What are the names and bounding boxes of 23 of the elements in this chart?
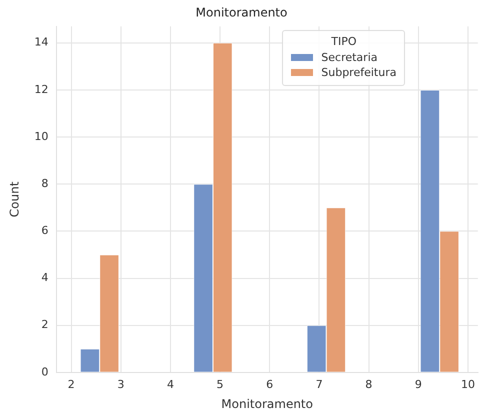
x-axis-title: Monitoramento — [221, 396, 313, 411]
y-tick-label: 4 — [41, 271, 48, 284]
legend-label: Secretaria — [321, 51, 378, 64]
legend-label: Subprefeitura — [321, 66, 396, 80]
x-tick-label: 8 — [365, 378, 372, 391]
y-tick-label: 8 — [41, 176, 48, 190]
y-tick-label: 14 — [34, 36, 48, 49]
legend-title: TIPO — [330, 35, 358, 48]
x-tick-label: 6 — [266, 378, 274, 391]
y-tick-label: 12 — [34, 82, 48, 96]
y-tick-label: 2 — [41, 318, 48, 332]
x-tick-label: 9 — [414, 378, 422, 391]
y-tick-label: 10 — [34, 130, 48, 143]
chart-title: Monitoramento — [196, 5, 288, 20]
x-tick-label: 2 — [68, 378, 75, 391]
x-tick-label: 3 — [117, 378, 124, 391]
y-axis-title: Count — [7, 181, 22, 218]
x-tick-label: 7 — [316, 378, 323, 391]
x-tick-label: 5 — [216, 378, 224, 391]
x-tick-label: 10 — [460, 378, 475, 391]
y-tick-label: 0 — [41, 365, 48, 378]
x-tick-label: 4 — [166, 378, 174, 391]
y-tick-label: 6 — [41, 224, 48, 238]
